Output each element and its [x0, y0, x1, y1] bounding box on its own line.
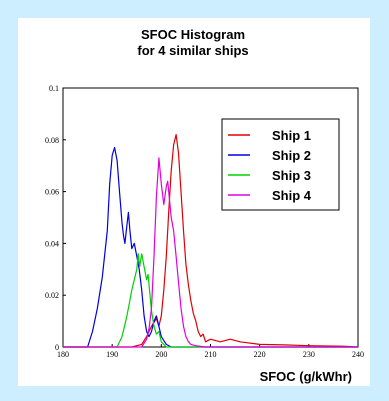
x-tick-label: 210 [205, 350, 217, 359]
legend-label-ship-4: Ship 4 [272, 188, 312, 203]
y-tick-label: 0.04 [45, 239, 59, 248]
y-tick-label: 0 [55, 343, 59, 352]
x-tick-label: 180 [57, 350, 69, 359]
axis-ticks: 180 190 200 210 220 230 240 0 0.02 0.04 0.06 0.08 0.… [45, 84, 364, 359]
chart-panel: SFOC Histogram for 4 similar ships 180 19… [18, 18, 370, 386]
x-tick-label: 190 [106, 350, 118, 359]
y-tick-label: 0.02 [45, 291, 59, 300]
series-line-ship-3 [63, 253, 358, 348]
legend-label-ship-3: Ship 3 [272, 168, 311, 183]
series-line-ship-2 [63, 147, 358, 348]
sfoc-histogram-chart: SFOC Histogram for 4 similar ships 180 19… [45, 27, 364, 384]
legend-items: Ship 1 Ship 2 Ship 3 Ship 4 [228, 128, 312, 203]
series-line-ship-4 [63, 157, 358, 348]
legend-label-ship-2: Ship 2 [272, 148, 311, 163]
series-lines [63, 133, 359, 348]
y-tick-label: 0.1 [49, 84, 59, 93]
x-tick-label: 230 [303, 350, 315, 359]
chart-title-line-2: for 4 similar ships [137, 43, 248, 58]
y-tick-label: 0.06 [45, 188, 59, 197]
legend: Ship 1 Ship 2 Ship 3 Ship 4 [221, 118, 340, 211]
y-tick-label: 0.08 [45, 136, 59, 145]
chart-title-line-1: SFOC Histogram [141, 27, 245, 42]
x-axis-label: SFOC (g/kWhr) [260, 369, 352, 384]
x-tick-label: 200 [155, 350, 167, 359]
x-tick-label: 220 [254, 350, 266, 359]
x-tick-label: 240 [352, 350, 364, 359]
legend-label-ship-1: Ship 1 [272, 128, 311, 143]
